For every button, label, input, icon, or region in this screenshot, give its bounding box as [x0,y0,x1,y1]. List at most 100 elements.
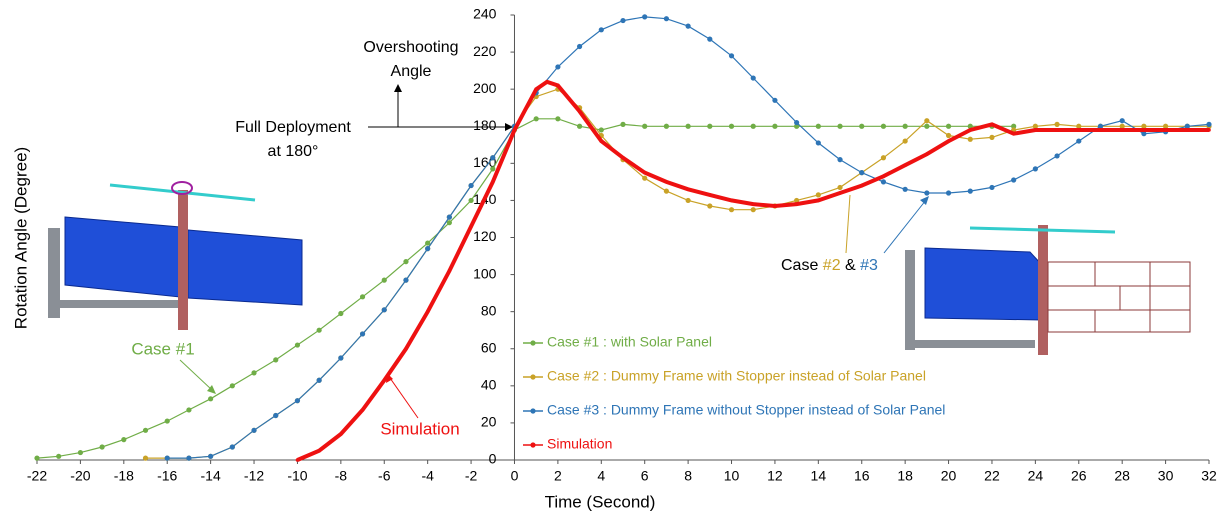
y-tick-label: 240 [473,6,497,22]
x-axis-title: Time (Second) [545,492,656,511]
data-point [295,342,300,347]
legend-marker [530,408,535,413]
data-point [686,24,691,29]
data-point [881,124,886,129]
x-tick-label: 12 [767,468,783,484]
data-point [426,310,430,314]
data-point [990,123,994,127]
y-tick-label: 20 [481,414,497,430]
data-point [947,139,951,143]
annotation-arrow [180,360,212,390]
annotation-arrow [390,378,418,418]
data-point [729,207,734,212]
x-tick-label: -6 [378,468,391,484]
data-point [317,328,322,333]
data-point [56,454,61,459]
annotation: Case #1 [131,339,194,358]
data-point [968,128,972,132]
data-point [599,139,603,143]
data-point [1185,128,1189,132]
data-point [273,357,278,362]
data-point [577,44,582,49]
annotation-arrow [884,200,926,253]
data-point [794,120,799,125]
data-point [339,432,343,436]
data-point [1054,153,1059,158]
data-point [772,98,777,103]
arrowhead [394,84,402,92]
y-tick-label: 200 [473,80,497,96]
data-point [447,215,452,220]
data-point [903,187,908,192]
data-point [817,199,821,203]
annotation: Overshooting [363,39,458,56]
data-point [642,176,647,181]
dummy-frame [1048,262,1190,332]
data-point [686,198,691,203]
x-tick-label: 30 [1158,468,1174,484]
data-point [620,18,625,23]
data-point [251,370,256,375]
data-point [860,184,864,188]
hinge-post [178,190,188,330]
data-point [924,190,929,195]
data-point [946,190,951,195]
data-point [903,163,907,167]
legend-marker [530,374,535,379]
data-point [1055,128,1059,132]
data-point [924,124,929,129]
x-tick-label: 4 [597,468,605,484]
y-tick-label: 80 [481,302,497,318]
data-point [425,240,430,245]
data-point [317,378,322,383]
data-point [925,152,929,156]
x-tick-label: 6 [641,468,649,484]
data-point [403,278,408,283]
data-point [837,185,842,190]
data-point [903,124,908,129]
legend-label: Case #3 : Dummy Frame without Stopper in… [547,402,945,418]
data-point [382,278,387,283]
data-point [795,202,799,206]
frame [905,250,915,350]
data-point [403,259,408,264]
y-tick-label: 120 [473,228,497,244]
data-point [513,128,517,132]
annotation: Simulation [380,419,459,438]
x-tick-label: -8 [335,468,348,484]
data-point [534,116,539,121]
data-point [751,207,756,212]
data-point [382,378,386,382]
data-point [1120,118,1125,123]
data-point [946,133,951,138]
x-tick-label: 10 [724,468,740,484]
data-point [490,155,495,160]
data-point [296,458,300,462]
data-point [707,124,712,129]
y-axis-title: Rotation Angle (Degree) [11,147,30,329]
data-point [816,140,821,145]
x-tick-label: -22 [27,468,47,484]
x-tick-label: -2 [465,468,478,484]
annotation: Full Deployment [235,119,351,136]
annotation-part: & [841,257,861,274]
panel [925,248,1042,320]
series-line [167,17,1209,458]
data-point [642,124,647,129]
x-tick-label: 16 [854,468,870,484]
x-tick-label: 28 [1114,468,1130,484]
data-point [338,311,343,316]
data-point [924,118,929,123]
data-point [143,456,148,461]
data-point [121,437,126,442]
data-point [468,183,473,188]
y-tick-label: 220 [473,43,497,59]
panel [188,230,302,305]
data-point [881,179,886,184]
x-tick-label: -16 [157,468,177,484]
data-point [556,84,560,88]
data-point [578,110,582,114]
data-point [490,166,495,171]
data-point [837,157,842,162]
y-tick-label: 60 [481,339,497,355]
